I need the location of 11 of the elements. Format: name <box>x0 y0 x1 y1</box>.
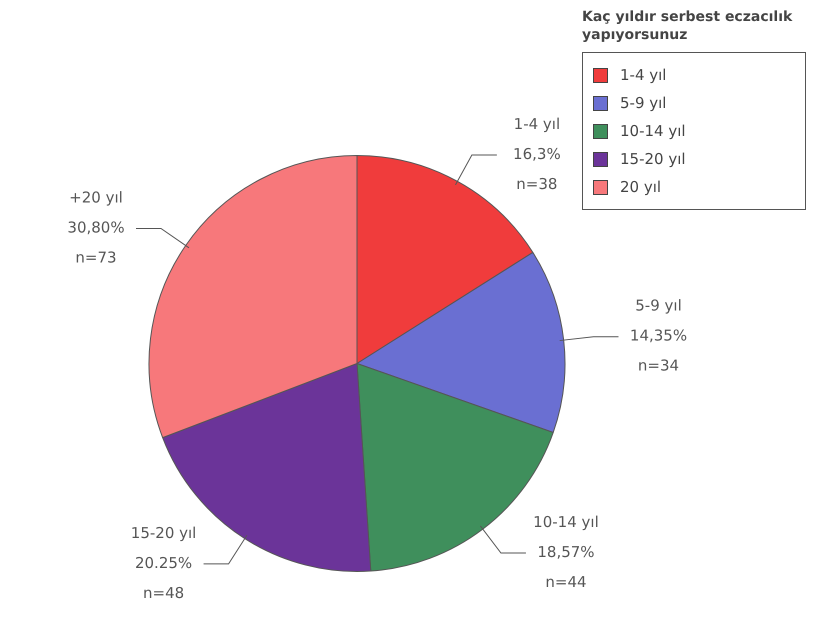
data-label: +20 yıl 30,80% n=73 <box>67 188 125 266</box>
legend-label: 10-14 yıl <box>620 122 686 140</box>
data-label: 5-9 yıl 14,35% n=34 <box>630 296 688 375</box>
legend-label: 1-4 yıl <box>620 66 666 84</box>
data-label: 15-20 yıl 20.25% n=48 <box>130 524 196 602</box>
legend-label: 15-20 yıl <box>620 150 686 168</box>
data-label: 1-4 yıl 16,3% n=38 <box>513 114 561 193</box>
legend-label: 5-9 yıl <box>620 94 666 112</box>
legend-title: Kaç yıldır serbest eczacılık yapıyorsunuz <box>582 8 794 44</box>
legend-label: 20 yıl <box>620 178 662 196</box>
data-label: 10-14 yıl 18,57% n=44 <box>533 512 599 591</box>
